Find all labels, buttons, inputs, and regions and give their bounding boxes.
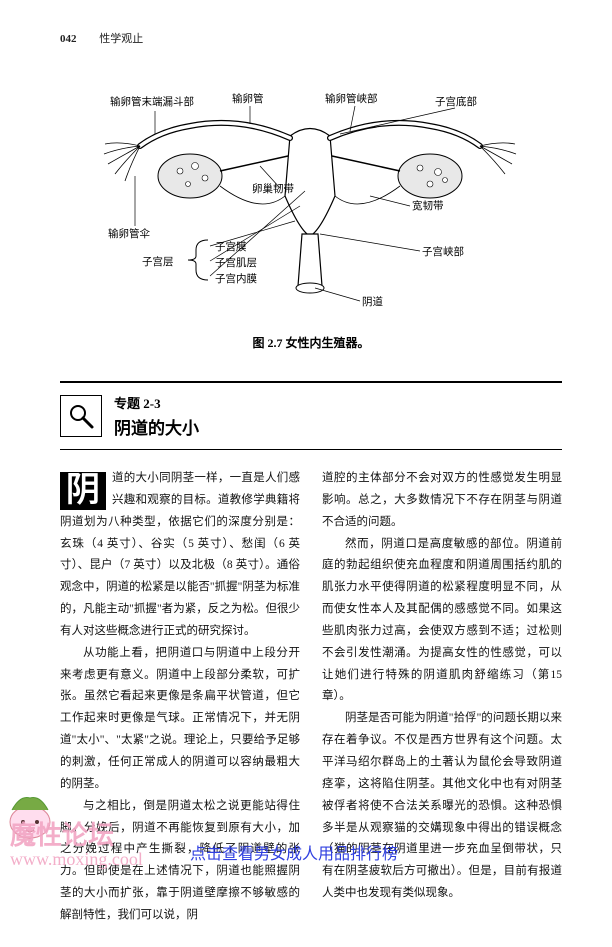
label-isthmus-tube: 输卵管峡部	[325, 91, 378, 106]
magnifier-icon	[60, 395, 102, 437]
label-broad-ligament: 宽韧带	[412, 198, 444, 213]
para-r1: 道腔的主体部分不会对双方的性感觉发生明显影响。总之，大多数情况下不存在阴茎与阴道…	[322, 468, 562, 534]
brace-icon	[178, 238, 213, 282]
label-endometrium: 子宫内膜	[215, 271, 257, 286]
figure-caption: 图 2.7 女性内生殖器。	[60, 334, 562, 351]
para-l2: 从功能上看，把阴道口与阴道中上段分开来考虑更有意义。阴道中上段部分柔软，可扩张。…	[60, 643, 300, 796]
left-column: 阴道的大小同阴茎一样，一直是人们感兴趣和观察的目标。道教修学典籍将阴道划为八种类…	[60, 468, 300, 927]
label-ovarian-ligament: 卵巢韧带	[252, 181, 294, 196]
label-myometrium: 子宫肌层	[215, 255, 257, 270]
para-r2: 然而，阴道口是高度敏感的部位。阴道前庭的勃起组织使充血程度和阴道周围括约肌的肌张…	[322, 534, 562, 709]
topic-box: 专题 2-3 阴道的大小	[60, 381, 562, 450]
page-number: 042	[60, 33, 77, 45]
label-fimbriae: 输卵管伞	[108, 226, 150, 241]
label-perimetrium: 子宫膜	[215, 239, 247, 254]
para-l3: 与之相比，倒是阴道太松之说更能站得住脚。分娩后，阴道不再能恢复到原有大小，加之分…	[60, 796, 300, 927]
label-vagina: 阴道	[362, 294, 383, 309]
topic-title: 阴道的大小	[114, 414, 199, 439]
page-header: 042 性学观止	[60, 30, 562, 46]
label-uterine-layers: 子宫层	[142, 254, 174, 269]
para-r3: 阴茎是否可能为阴道"拾俘"的问题长期以来存在着争议。不仅是西方世界有这个问题。太…	[322, 708, 562, 905]
running-title: 性学观止	[99, 33, 143, 45]
label-fundus: 子宫底部	[435, 94, 477, 109]
label-oviduct: 输卵管	[232, 91, 264, 106]
right-column: 道腔的主体部分不会对双方的性感觉发生明显影响。总之，大多数情况下不存在阴茎与阴道…	[322, 468, 562, 927]
dropcap: 阴	[60, 472, 106, 510]
body-text: 阴道的大小同阴茎一样，一直是人们感兴趣和观察的目标。道教修学典籍将阴道划为八种类…	[60, 468, 562, 927]
label-infundibulum: 输卵管末端漏斗部	[110, 94, 194, 109]
anatomy-figure: 输卵管末端漏斗部 输卵管 输卵管峡部 子宫底部 输卵管伞 子宫层 子宫膜 子宫肌…	[60, 66, 562, 326]
label-isthmus-uterus: 子宫峡部	[422, 244, 464, 259]
topic-number: 专题 2-3	[114, 393, 199, 412]
